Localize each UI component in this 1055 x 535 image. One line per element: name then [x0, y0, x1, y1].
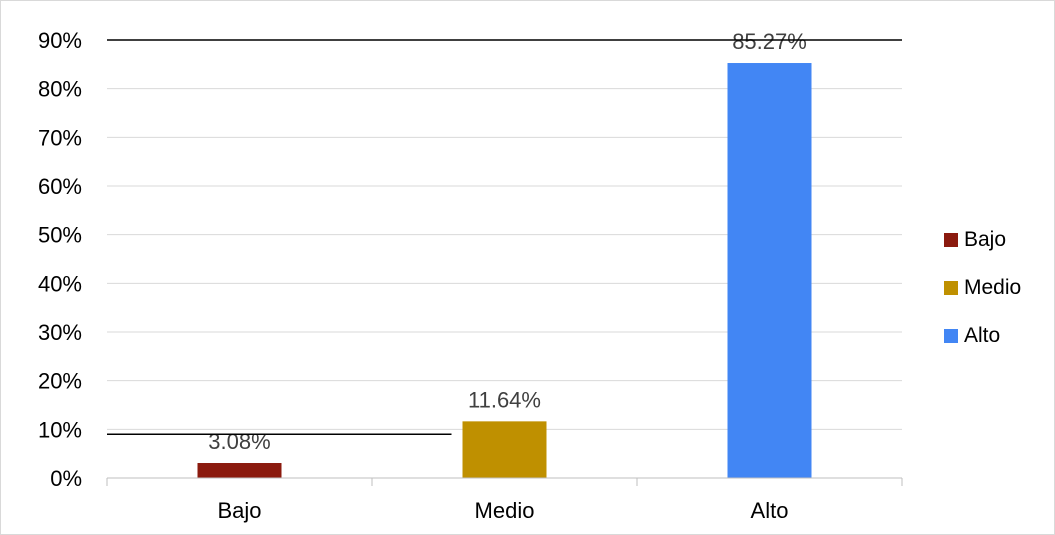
x-tick-label: Alto: [751, 498, 789, 523]
legend-item-alto: Alto: [944, 312, 1021, 360]
legend-label: Medio: [964, 276, 1022, 299]
data-labels: 3.08% 11.64% 85.27%: [208, 29, 807, 454]
bar-medio: [462, 421, 547, 478]
y-tick-label: 90%: [38, 28, 82, 53]
legend-label: Bajo: [964, 228, 1007, 251]
y-tick-label: 40%: [38, 271, 82, 296]
y-tick-label: 80%: [38, 77, 82, 102]
bars: [197, 63, 812, 478]
data-label: 11.64%: [468, 387, 541, 412]
legend-swatch: [944, 329, 958, 343]
bar-bajo: [197, 463, 282, 478]
bar-alto: [727, 63, 812, 478]
y-axis: 0% 10% 20% 30% 40% 50% 60% 70% 80% 90%: [38, 28, 82, 491]
x-axis: Bajo Medio Alto: [106, 477, 903, 523]
y-tick-label: 0%: [50, 466, 82, 491]
y-tick-label: 70%: [38, 125, 82, 150]
y-tick-label: 30%: [38, 320, 82, 345]
legend-label: Alto: [964, 324, 1001, 347]
legend-swatch: [944, 233, 958, 247]
x-tick-label: Medio: [475, 498, 535, 523]
data-label: 3.08%: [208, 429, 270, 454]
x-tick-label: Bajo: [217, 498, 261, 523]
legend-item-medio: Medio: [944, 264, 1021, 312]
annotation-lines: [107, 39, 902, 435]
y-tick-label: 60%: [38, 174, 82, 199]
y-tick-label: 10%: [38, 417, 82, 442]
legend: Bajo Medio Alto: [944, 216, 1021, 360]
data-label: 85.27%: [732, 29, 807, 54]
y-tick-label: 20%: [38, 369, 82, 394]
y-tick-label: 50%: [38, 223, 82, 248]
legend-item-bajo: Bajo: [944, 216, 1021, 264]
legend-swatch: [944, 281, 958, 295]
